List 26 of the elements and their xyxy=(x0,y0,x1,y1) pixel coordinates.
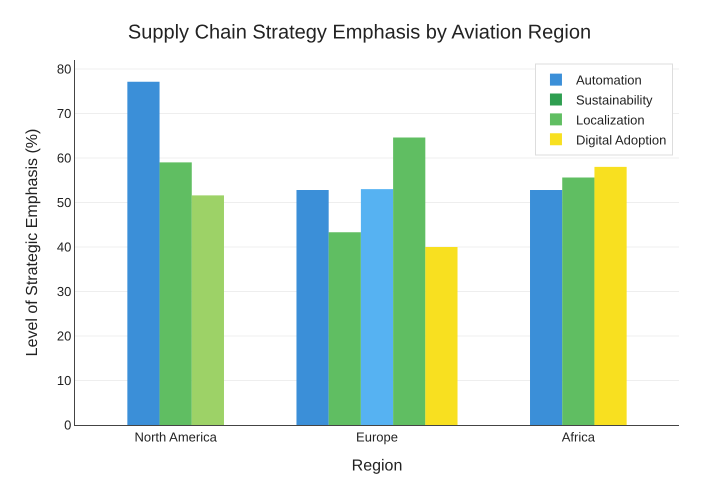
legend-label: Sustainability xyxy=(576,92,654,108)
bar xyxy=(425,246,458,425)
x-tick-label: Europe xyxy=(356,430,398,445)
y-tick-label: 0 xyxy=(64,418,72,433)
chart-title: Supply Chain Strategy Emphasis by Aviation Region xyxy=(128,21,592,44)
legend-label: Digital Adoption xyxy=(576,132,666,148)
y-tick-label: 40 xyxy=(56,240,72,254)
y-axis-title: Level of Strategic Emphasis (%) xyxy=(24,128,41,356)
legend-label: Localization xyxy=(576,112,645,128)
x-tick-label: North America xyxy=(134,430,218,445)
x-tick-label: Africa xyxy=(562,430,596,445)
bar xyxy=(562,178,594,425)
y-tick-label: 10 xyxy=(56,373,72,388)
x-axis-title: Region xyxy=(352,457,402,474)
y-tick-label: 30 xyxy=(56,284,72,300)
y-tick-label: 80 xyxy=(56,61,72,76)
bar xyxy=(530,190,562,425)
y-tick-label: 60 xyxy=(56,150,72,166)
y-tick-label: 20 xyxy=(56,328,72,344)
bar xyxy=(127,82,160,425)
legend-label: Automation xyxy=(576,72,642,88)
y-tick-label: 70 xyxy=(56,106,72,121)
bar xyxy=(192,195,224,425)
bar xyxy=(160,162,192,425)
y-tick-label: 50 xyxy=(56,194,72,210)
bar xyxy=(393,137,426,425)
